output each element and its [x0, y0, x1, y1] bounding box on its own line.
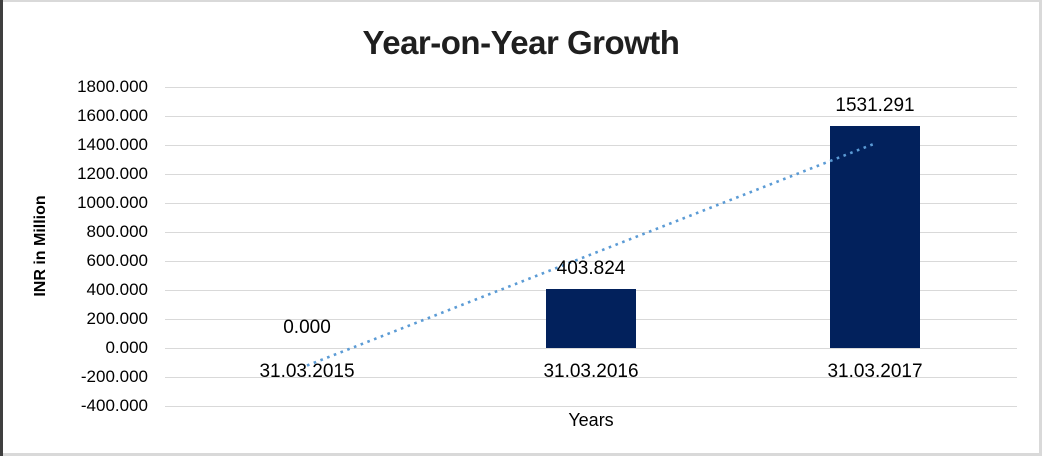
- y-tick-label: 1200.000: [77, 164, 148, 183]
- y-tick-label: 1000.000: [77, 193, 148, 212]
- y-tick-label: 600.000: [86, 251, 148, 270]
- y-tick-label: 1400.000: [77, 135, 148, 154]
- data-label: 403.824: [556, 258, 626, 280]
- frame-border-bottom: [0, 453, 1042, 456]
- bar: [546, 289, 636, 348]
- y-tick-label: 800.000: [86, 222, 148, 241]
- y-tick-label: 400.000: [86, 280, 148, 299]
- bar: [830, 125, 920, 348]
- gridline: [165, 405, 1017, 407]
- gridline: [165, 86, 1017, 88]
- frame-border-right: [1039, 0, 1042, 456]
- data-label: 1531.291: [835, 94, 915, 116]
- data-label: 0.000: [283, 317, 331, 338]
- y-tick-label: 1600.000: [77, 106, 148, 125]
- y-tick-label: 0.000: [105, 338, 148, 357]
- x-tick-label: 31.03.2015: [259, 361, 355, 382]
- frame-border-top: [0, 0, 1042, 2]
- x-axis-title: Years: [568, 410, 614, 430]
- gridline: [165, 376, 1017, 378]
- chart-title: Year-on-Year Growth: [362, 24, 680, 61]
- y-tick-label: -200.000: [80, 367, 148, 386]
- x-tick-label: 31.03.2016: [543, 361, 639, 382]
- y-tick-label: 1800.000: [77, 77, 148, 96]
- y-tick-label: 200.000: [86, 309, 148, 328]
- gridline: [165, 115, 1017, 117]
- y-tick-label: -400.000: [80, 396, 148, 415]
- x-tick-label: 31.03.2017: [827, 361, 923, 382]
- frame-border-left: [0, 0, 3, 456]
